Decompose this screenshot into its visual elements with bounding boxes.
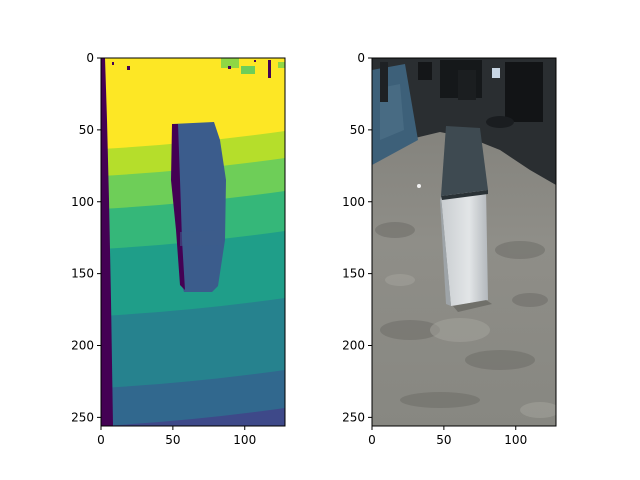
rgb-image-x-tick-label: 0 <box>368 433 376 447</box>
depth-map-x-tick-label: 0 <box>97 433 105 447</box>
depth-map-x-tick-label: 100 <box>233 433 256 447</box>
depth-map-panel: 0 50 100 0 50 100 150 200 250 <box>71 51 286 447</box>
depth-map-y-tick-label: 250 <box>71 410 94 424</box>
rgb-image-y-tick-label: 50 <box>350 123 365 137</box>
depth-band <box>101 370 285 426</box>
rgb-image-y-tick-label: 250 <box>342 410 365 424</box>
rgb-image-y-tick-label: 100 <box>342 195 365 209</box>
rgb-image-y-tick-label: 0 <box>357 51 365 65</box>
depth-map-y-axis: 0 50 100 150 200 250 <box>71 51 101 424</box>
depth-map-y-tick-label: 0 <box>86 51 94 65</box>
rgb-box <box>440 126 492 312</box>
depth-band <box>101 408 285 426</box>
rgb-image-y-tick-label: 200 <box>342 339 365 353</box>
depth-map-y-tick-label: 50 <box>79 123 94 137</box>
depth-map-frame <box>100 57 286 427</box>
depth-map-image <box>101 58 285 426</box>
depth-map-x-tick-label: 50 <box>165 433 180 447</box>
depth-invalid-strip <box>101 58 113 426</box>
depth-top-speckle <box>112 58 285 78</box>
depth-object-region <box>171 122 226 292</box>
rgb-image-panel: 0 50 100 0 50 100 150 200 250 <box>342 51 557 447</box>
depth-map-x-axis: 0 50 100 <box>97 426 256 447</box>
rgb-image-x-tick-label: 100 <box>504 433 527 447</box>
depth-map-y-tick-label: 100 <box>71 195 94 209</box>
rgb-image <box>372 58 556 426</box>
depth-map-y-tick-label: 150 <box>71 267 94 281</box>
rgb-image-y-tick-label: 150 <box>342 267 365 281</box>
rgb-image-x-axis: 0 50 100 <box>368 426 527 447</box>
depth-map-y-tick-label: 200 <box>71 339 94 353</box>
rgb-image-y-axis: 0 50 100 150 200 250 <box>342 51 372 424</box>
rgb-image-x-tick-label: 50 <box>436 433 451 447</box>
rgb-image-frame <box>371 57 557 427</box>
